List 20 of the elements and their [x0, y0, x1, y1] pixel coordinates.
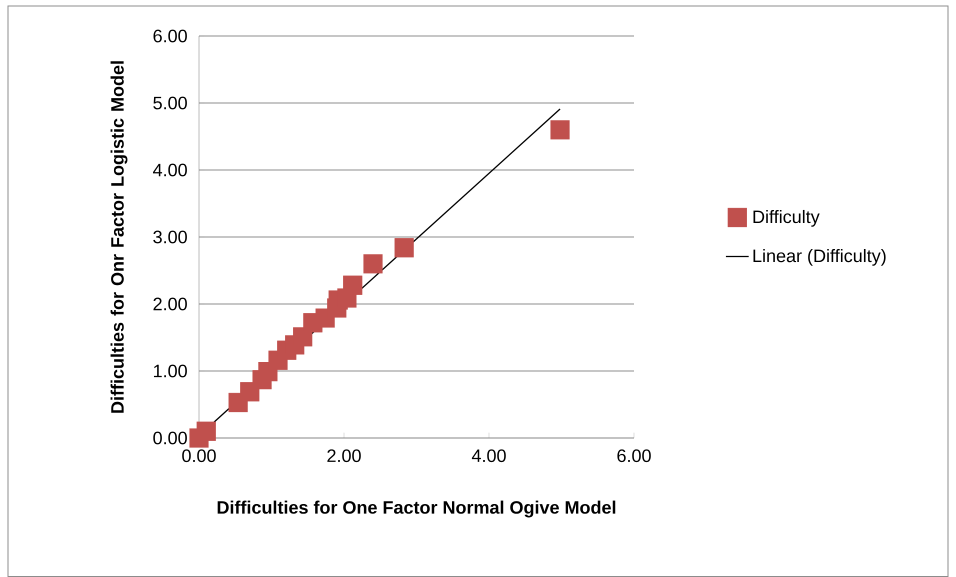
y-tick-label: 2.00 [153, 298, 187, 310]
y-tick-label: 3.00 [153, 230, 187, 244]
y-axis-title: Difficulties for Onr Factor Logistic Model [110, 61, 128, 413]
point [343, 276, 362, 295]
y-tick-label: 4.00 [153, 164, 187, 176]
point [363, 254, 383, 274]
point [394, 238, 414, 258]
x-tick-label: 2.00 [327, 449, 361, 462]
point [196, 422, 216, 441]
y-tick-label: 0.00 [153, 432, 187, 444]
point [550, 120, 570, 140]
y-tick-label: 6.00 [154, 30, 187, 42]
x-tick-label: 0.00 [182, 449, 216, 462]
x-axis-title: Difficulties for One Factor Normal Ogive Model [218, 500, 616, 518]
legend-label: Difficulty [754, 210, 820, 227]
x-tick-label: 4.00 [472, 449, 506, 462]
y-tick-label: 1.00 [154, 364, 187, 378]
x-tick-label: 6.00 [617, 449, 651, 462]
y-tick-label: 5.00 [153, 96, 187, 110]
legend-label: Linear (Difficulty) [754, 248, 886, 266]
